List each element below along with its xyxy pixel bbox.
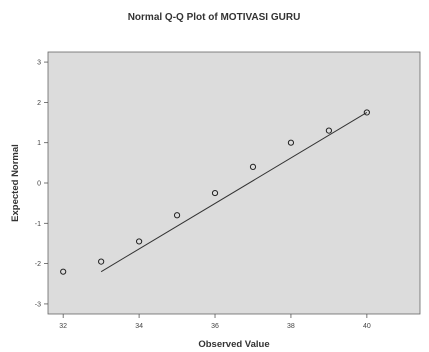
x-axis-ticks: 32 34 36 38 40 xyxy=(59,314,371,330)
reference-line xyxy=(100,112,368,273)
y-tick-label: -3 xyxy=(35,301,41,308)
data-point xyxy=(287,139,295,146)
y-axis-label: Expected Normal xyxy=(10,144,21,222)
data-point xyxy=(136,238,143,245)
y-tick-label: 2 xyxy=(37,100,41,107)
x-tick-label: 40 xyxy=(363,323,371,330)
data-points xyxy=(60,109,370,275)
x-tick-label: 34 xyxy=(135,323,143,330)
y-tick-label: 0 xyxy=(37,181,41,188)
data-point xyxy=(211,189,219,197)
x-tick-label: 38 xyxy=(287,323,295,330)
y-tick-label: 3 xyxy=(37,60,41,67)
y-tick-label: -2 xyxy=(35,261,41,268)
data-point xyxy=(363,109,370,116)
x-tick-label: 36 xyxy=(211,323,219,330)
x-tick-label: 32 xyxy=(59,323,67,330)
y-axis-ticks: 3 2 1 0 -1 -2 -3 xyxy=(35,60,48,308)
data-point xyxy=(60,268,67,275)
chart-title: Normal Q-Q Plot of MOTIVASI GURU xyxy=(128,12,301,23)
data-point xyxy=(173,212,181,219)
x-axis-label: Observed Value xyxy=(198,339,269,350)
data-point xyxy=(325,127,332,134)
y-tick-label: 1 xyxy=(37,140,41,147)
data-point xyxy=(98,258,105,265)
y-tick-label: -1 xyxy=(35,221,41,228)
data-point xyxy=(249,163,257,170)
plot-area xyxy=(47,51,421,315)
